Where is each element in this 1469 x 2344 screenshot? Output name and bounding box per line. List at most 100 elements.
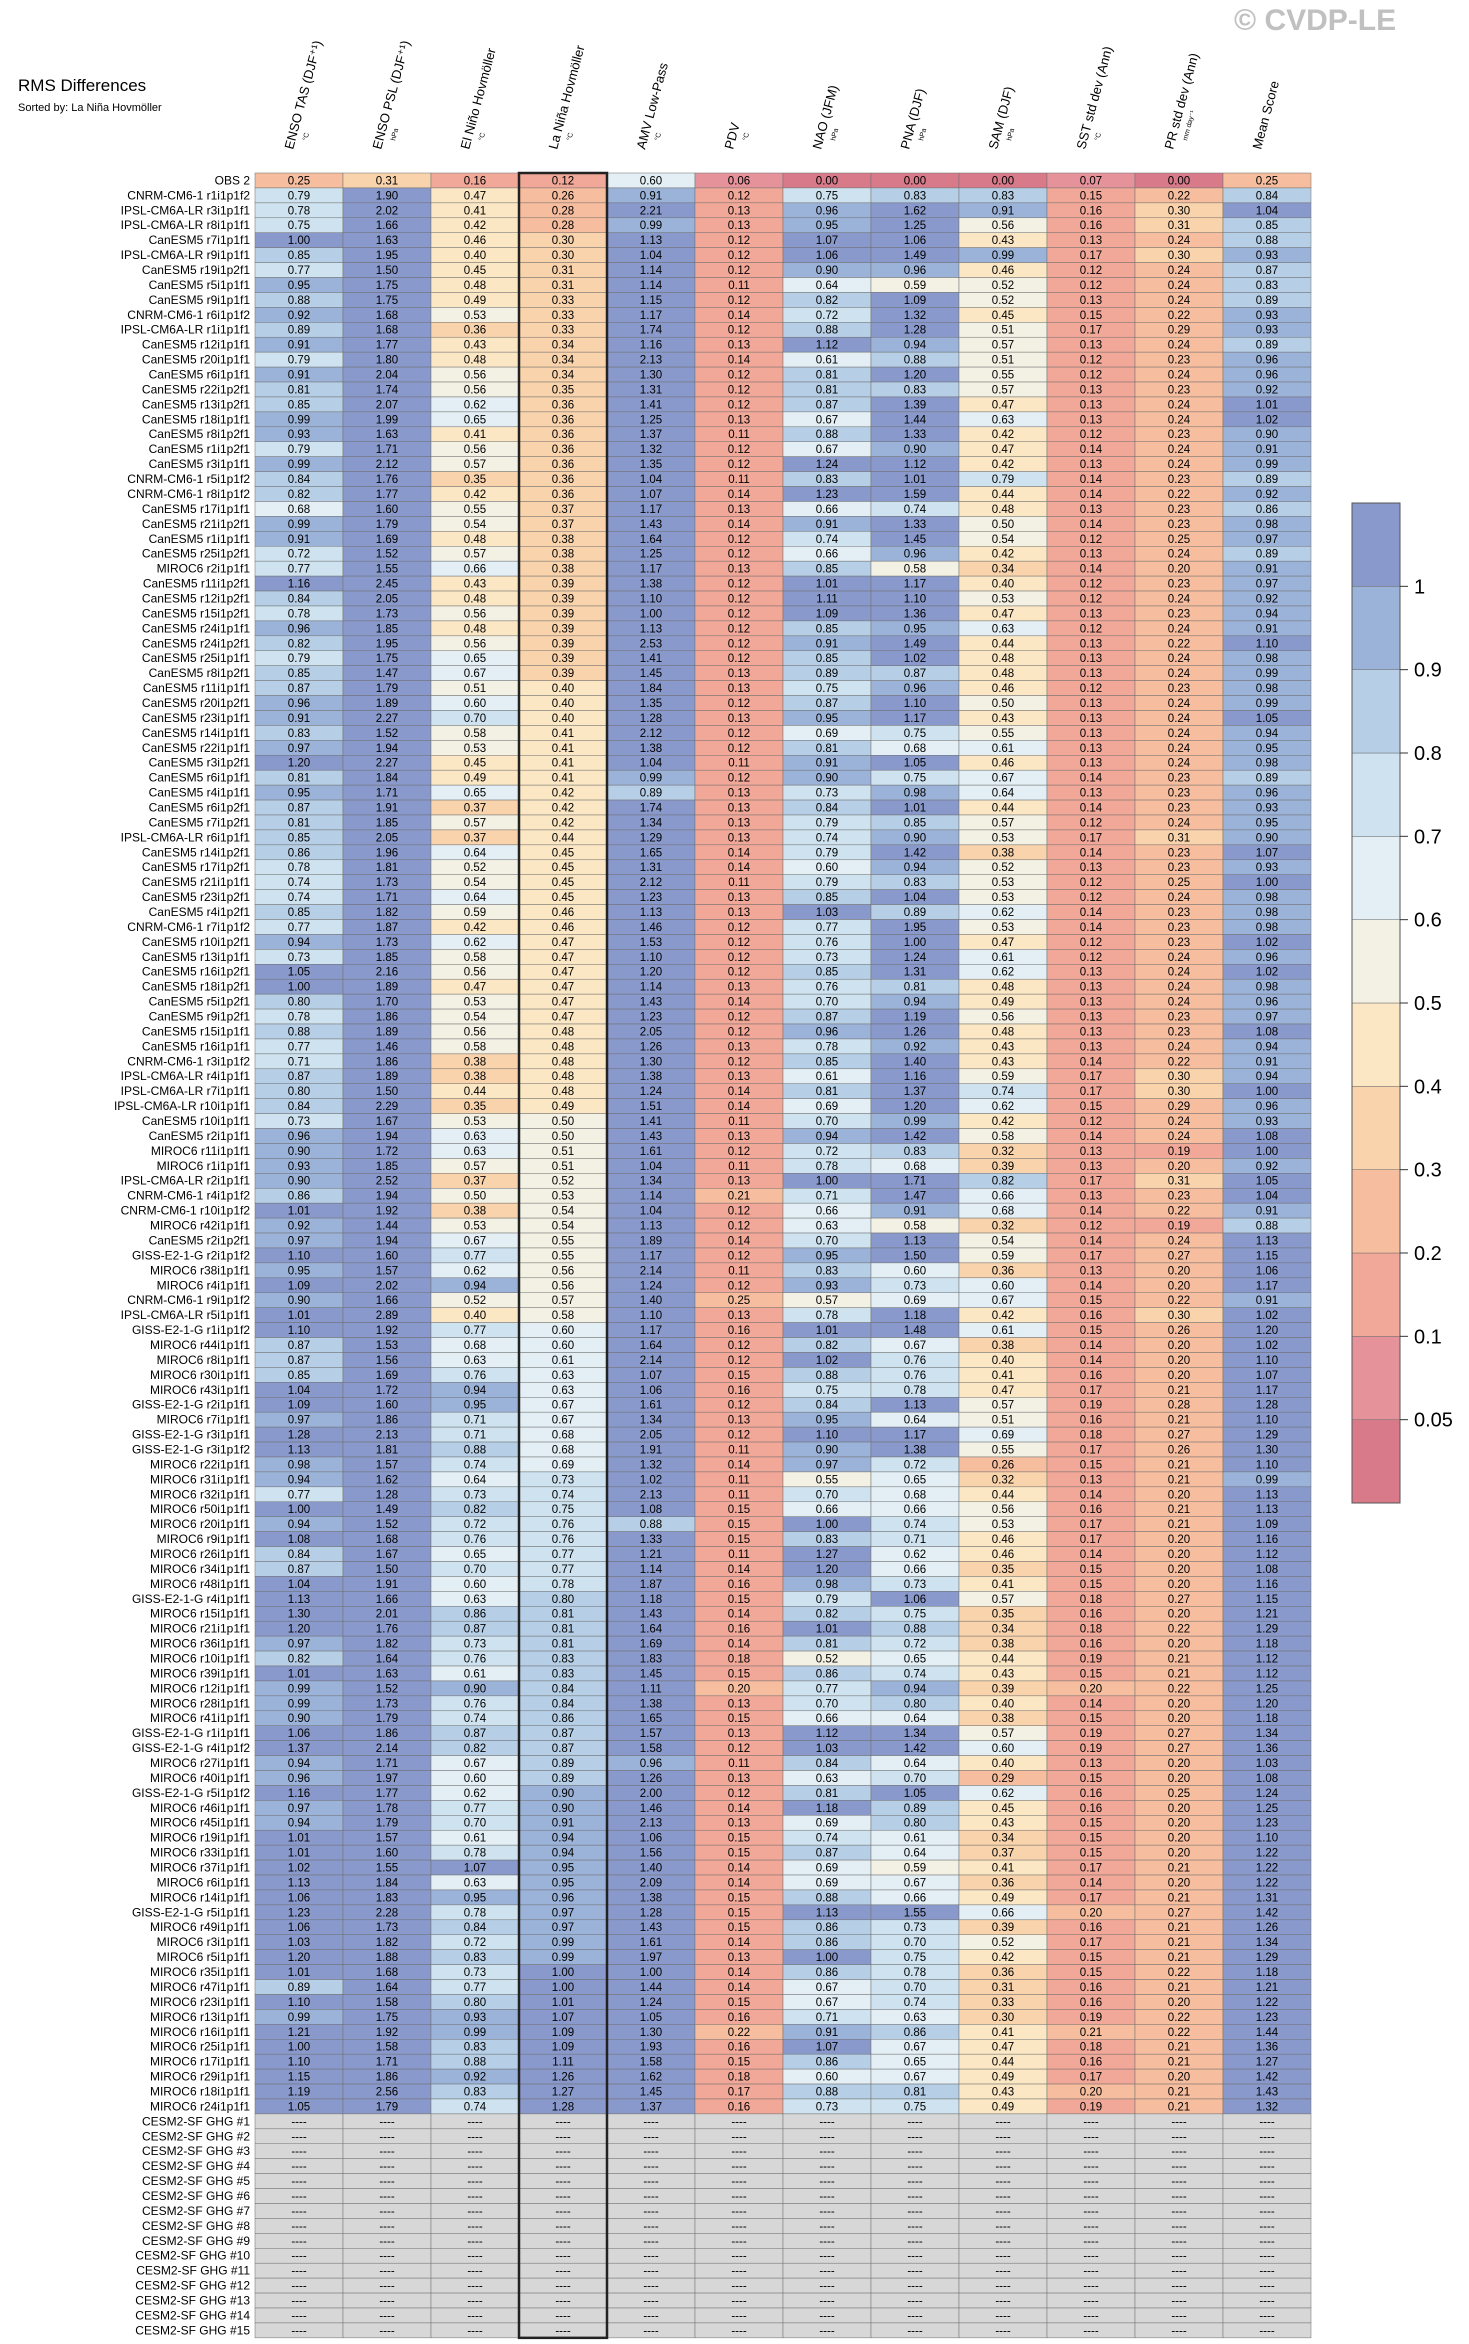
cell-value: 0.41 [552,773,574,785]
cell-value: 0.69 [904,1295,926,1307]
cell-value: ---- [467,2325,482,2337]
cell-value: 1.72 [376,1385,398,1397]
cell-value: 1.58 [376,2042,398,2054]
cell-value: 0.69 [816,1877,838,1889]
cell-value: 1.57 [376,1459,398,1471]
cell-value: ---- [907,2266,922,2278]
cell-value: 1.16 [288,579,310,591]
cell-value: 1.17 [640,504,662,516]
cell-value: ---- [291,2295,306,2307]
cell-value: 0.23 [1168,608,1190,620]
cell-value: ---- [379,2251,394,2263]
cell-value: 1.14 [640,1564,663,1576]
cell-value: 1.07 [464,1863,486,1875]
cell-value: ---- [291,2221,306,2233]
cell-value: 0.95 [464,1892,486,1904]
row-label: CanESM5 r2i1p1f1 [149,1129,251,1143]
cell-value: 0.53 [464,1116,486,1128]
cell-value: 0.93 [816,1280,838,1292]
cell-value: 0.16 [1080,1639,1102,1651]
row-label: CanESM5 r7i1p2f1 [149,815,251,829]
cell-value: ---- [643,2310,658,2322]
cell-value: 0.94 [552,1833,575,1845]
cell-value: 0.75 [816,1385,838,1397]
cell-value: 0.30 [1168,1071,1190,1083]
cell-value: 0.67 [816,414,838,426]
cell-value: 0.88 [904,355,926,367]
cell-value: 0.49 [992,2101,1014,2113]
cell-value: ---- [379,2325,394,2337]
cell-value: 1.00 [816,1519,838,1531]
cell-value: 1.24 [640,1997,663,2009]
cell-value: ---- [643,2236,658,2248]
cell-value: 1.23 [288,1907,310,1919]
cell-value: 0.53 [992,877,1014,889]
cell-value: 0.67 [552,1415,574,1427]
cell-value: 1.05 [640,2012,662,2024]
cell-value: 1.12 [1256,1549,1278,1561]
cell-value: 1.21 [1256,1982,1278,1994]
cell-value: 0.12 [728,1788,750,1800]
cell-value: 0.14 [1080,474,1103,486]
cell-value: 0.15 [728,1907,750,1919]
cell-value: 0.47 [992,937,1014,949]
row-label: MIROC6 r42i1p1f1 [150,1219,250,1233]
cell-value: 0.22 [1168,2012,1190,2024]
cell-value: 0.99 [1256,459,1278,471]
cell-value: 0.31 [1168,220,1190,232]
cell-value: 0.48 [992,653,1014,665]
cell-value: 0.22 [1168,1056,1190,1068]
cell-value: ---- [1171,2236,1186,2248]
cell-value: 1.05 [1256,713,1278,725]
cell-value: 1.34 [1256,1937,1279,1949]
cell-value: 0.72 [464,1519,486,1531]
cell-value: 0.47 [552,997,574,1009]
cell-value: 1.11 [640,1683,662,1695]
cell-value: 0.74 [816,534,839,546]
cell-value: 1.46 [376,1041,398,1053]
cell-value: 0.34 [552,340,575,352]
cell-value: 0.21 [1168,1519,1190,1531]
row-label: CanESM5 r17i1p2f1 [142,860,250,874]
cell-value: 0.15 [1080,1668,1102,1680]
cell-value: 1.08 [1256,1131,1278,1143]
cell-value: 0.47 [552,937,574,949]
cell-value: 0.86 [816,1937,838,1949]
cell-value: ---- [907,2236,922,2248]
cell-value: 1.36 [1256,2042,1278,2054]
cell-value: 0.52 [992,280,1014,292]
cell-value: 0.13 [1080,1146,1102,1158]
cell-value: 0.24 [1168,623,1191,635]
cell-value: 0.88 [816,1370,838,1382]
cell-value: 1.49 [904,638,926,650]
cell-value: ---- [379,2266,394,2278]
cell-value: ---- [1083,2161,1098,2173]
cell-value: 2.13 [640,355,662,367]
cell-value: 1.42 [904,1131,926,1143]
cell-value: 0.12 [728,444,750,456]
cell-value: 1.00 [1256,1086,1278,1098]
cell-value: 0.79 [816,817,838,829]
cell-value: 0.11 [728,1265,750,1277]
cell-value: ---- [291,2236,306,2248]
cell-value: 0.87 [552,1728,574,1740]
cell-value: 1.13 [288,1594,310,1606]
cell-value: 0.82 [464,1504,486,1516]
cell-value: 0.47 [552,967,574,979]
cell-value: 1.05 [288,967,310,979]
cell-value: 0.59 [992,1250,1014,1262]
cell-value: 1.29 [1256,1624,1278,1636]
cell-value: 1.02 [288,1863,310,1875]
cell-value: 1.09 [816,608,838,620]
cell-value: 1.72 [376,1146,398,1158]
cell-value: 0.76 [816,982,838,994]
cell-value: 1.25 [1256,1803,1278,1815]
cell-value: 0.75 [288,220,310,232]
cell-value: ---- [995,2191,1010,2203]
cell-value: 2.53 [640,638,662,650]
cell-value: 0.39 [992,1161,1014,1173]
cell-value: ---- [907,2310,922,2322]
cell-value: 0.24 [1168,967,1191,979]
cell-value: 0.14 [1080,907,1103,919]
row-label: CanESM5 r21i1p2f1 [142,517,250,531]
